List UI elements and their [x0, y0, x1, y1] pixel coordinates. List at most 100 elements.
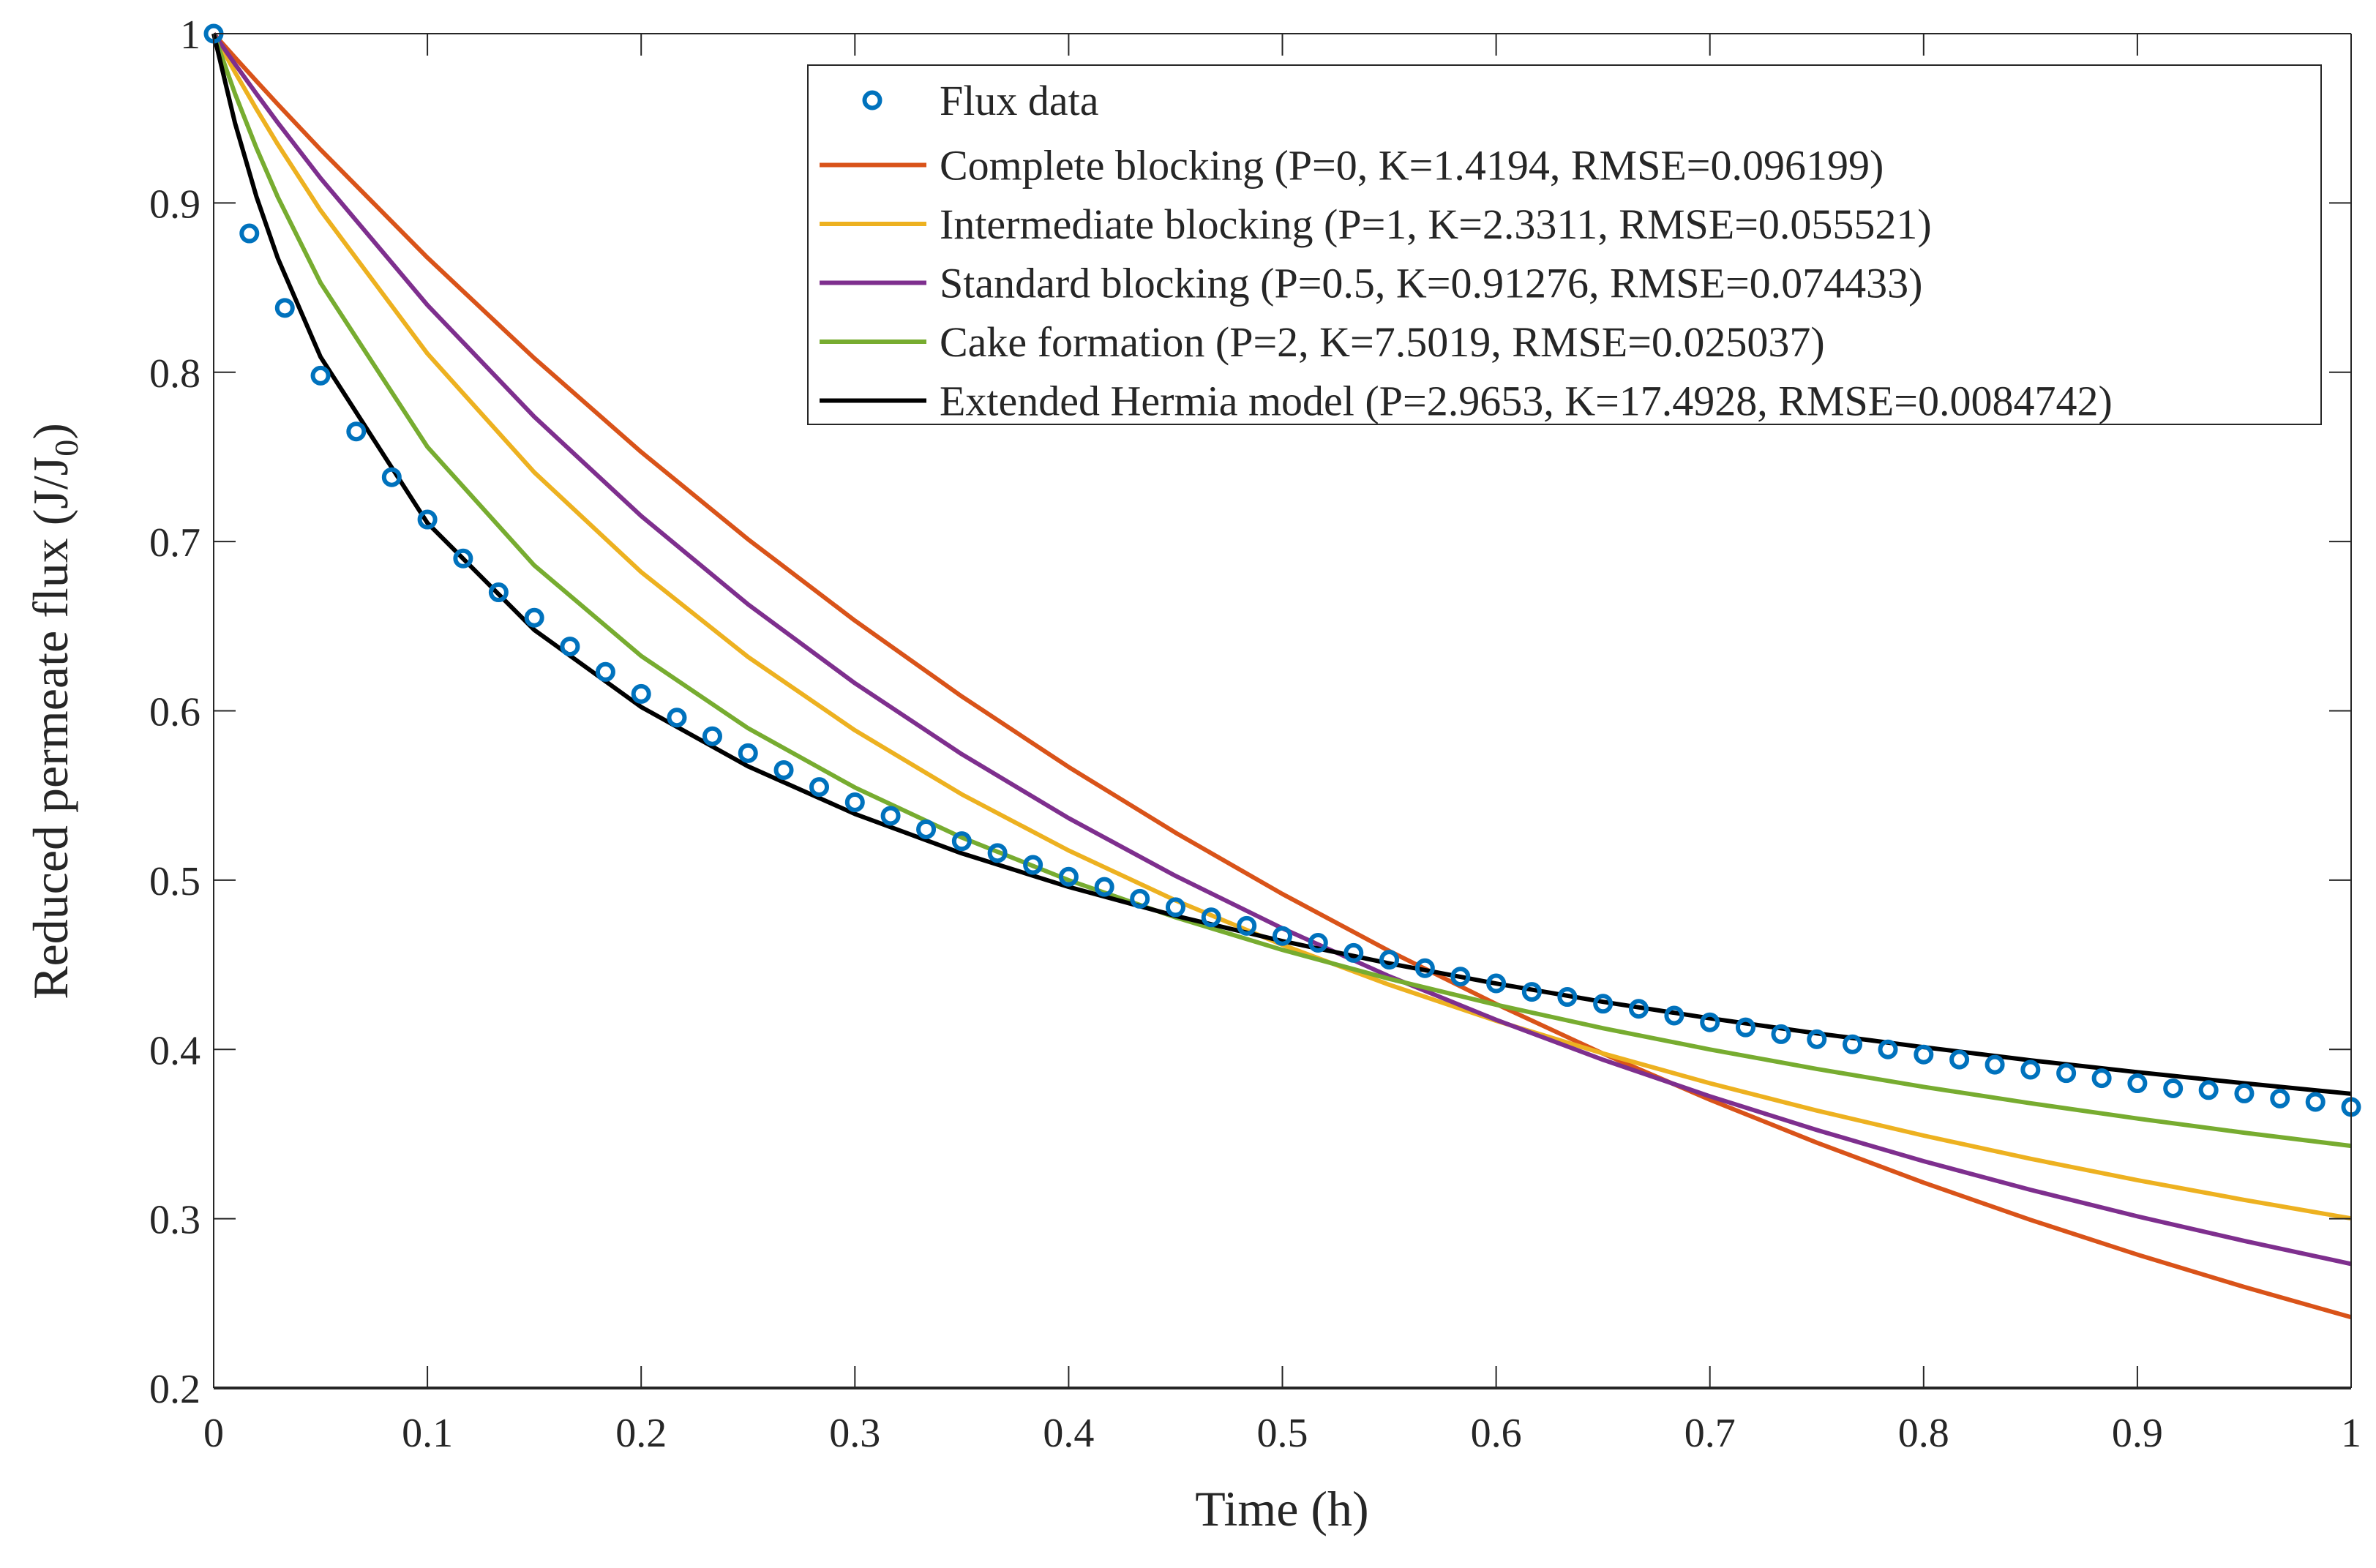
data-point: [702, 726, 722, 746]
legend-marker-flux-data: [862, 90, 882, 110]
y-tick-label: 0.6: [149, 690, 201, 735]
y-tick-label: 1: [180, 12, 201, 58]
data-point: [1450, 967, 1471, 987]
data-point: [381, 467, 402, 487]
data-point: [274, 298, 295, 318]
data-point: [1165, 897, 1185, 918]
series-layer: [203, 23, 2361, 1320]
data-point: [524, 607, 544, 628]
legend-label: Complete blocking (P=0, K=1.4194, RMSE=0…: [940, 142, 1884, 190]
data-point: [1593, 994, 1614, 1014]
data-point: [1843, 1034, 1863, 1054]
x-tick-label: 0.9: [2112, 1411, 2163, 1456]
data-point: [1343, 942, 1364, 963]
data-point: [1237, 915, 1257, 936]
data-point: [1664, 1005, 1684, 1026]
data-point: [1379, 950, 1400, 970]
x-tick-label: 0.7: [1684, 1411, 1736, 1456]
x-tick-label: 1: [2341, 1411, 2361, 1456]
data-point: [2127, 1073, 2148, 1094]
data-point: [667, 708, 687, 728]
data-point: [880, 806, 901, 826]
x-tick-label: 0.5: [1257, 1411, 1308, 1456]
data-point: [1486, 973, 1507, 994]
y-axis-label-suffix: ): [23, 423, 78, 440]
data-point: [1771, 1024, 1791, 1044]
series-line-2: [211, 32, 2352, 1267]
data-point: [2020, 1059, 2041, 1080]
data-point: [239, 223, 260, 244]
data-point: [417, 509, 438, 530]
y-tick-label: 0.2: [149, 1367, 201, 1412]
data-point: [1878, 1039, 1898, 1059]
data-point: [346, 421, 367, 442]
data-point: [1273, 926, 1292, 946]
data-point: [2163, 1078, 2184, 1098]
data-point: [2305, 1092, 2326, 1112]
x-tick-label: 0.2: [615, 1411, 667, 1456]
data-point: [916, 819, 937, 839]
data-point: [1735, 1017, 1755, 1038]
legend-label: Intermediate blocking (P=1, K=2.3311, RM…: [940, 200, 1932, 248]
data-point: [844, 792, 865, 812]
data-point: [1308, 932, 1328, 953]
series-line-1: [211, 32, 2352, 1221]
x-tick-label: 0.8: [1898, 1411, 1949, 1456]
data-point: [738, 743, 758, 763]
x-tick-label: 0.3: [829, 1411, 880, 1456]
data-point: [1985, 1054, 2005, 1075]
legend: Flux data Complete blocking (P=0, K=1.419…: [807, 64, 2322, 425]
data-point: [1094, 877, 1114, 897]
legend-label: Extended Hermia model (P=2.9653, K=17.49…: [940, 378, 2113, 425]
data-point: [2091, 1068, 2112, 1089]
legend-label: Standard blocking (P=0.5, K=0.91276, RMS…: [940, 260, 1923, 307]
x-tick-label: 0: [203, 1411, 224, 1456]
data-point: [595, 661, 615, 682]
data-point: [773, 759, 794, 780]
y-axis-label-main: Reduced permeate flux (J/J: [23, 457, 78, 999]
y-axis-label-subscript: 0: [48, 440, 85, 457]
data-point: [560, 637, 580, 657]
data-point: [1130, 888, 1150, 909]
data-point: [1023, 855, 1043, 875]
data-point: [951, 831, 972, 852]
data-point: [453, 548, 473, 569]
data-point: [631, 683, 651, 704]
data-point: [1628, 999, 1649, 1019]
x-axis-label: Time (h): [1195, 1481, 1368, 1537]
y-tick-label: 0.5: [149, 859, 201, 904]
x-tick-label: 0.1: [402, 1411, 453, 1456]
data-point: [987, 843, 1008, 863]
data-point: [310, 365, 331, 386]
x-tick-label: 0.6: [1471, 1411, 1522, 1456]
legend-label: Cake formation (P=2, K=7.5019, RMSE=0.02…: [940, 318, 1825, 366]
data-point: [2056, 1063, 2077, 1084]
series-line-4: [211, 33, 2352, 1096]
legend-label: Flux data: [940, 77, 1098, 124]
data-point: [1914, 1044, 1934, 1065]
legend-box: [807, 64, 2322, 425]
y-tick-label: 0.8: [149, 351, 201, 397]
data-point: [1557, 987, 1578, 1008]
axes: 0 0.1 0.2 0.3 0.4 0.5 0.6 0.7 0.8 0.9 1 0.2 0.3 0.4 0.…: [149, 12, 2361, 1456]
data-point: [1414, 958, 1435, 978]
data-point: [1201, 907, 1221, 928]
data-point: [2234, 1083, 2255, 1103]
y-tick-label: 0.4: [149, 1028, 201, 1073]
data-point: [1700, 1012, 1720, 1032]
x-tick-label: 0.4: [1043, 1411, 1094, 1456]
y-tick-label: 0.7: [149, 520, 201, 566]
y-tick-label: 0.9: [149, 181, 201, 227]
data-point: [809, 777, 830, 798]
data-point: [1521, 982, 1542, 1002]
series-line-3: [211, 32, 2352, 1149]
series-line-0: [211, 31, 2352, 1320]
data-point: [1058, 866, 1079, 887]
data-point: [2198, 1080, 2219, 1100]
y-tick-label: 0.3: [149, 1198, 201, 1243]
data-point: [1949, 1049, 1970, 1070]
data-point: [1807, 1029, 1827, 1049]
data-point: [488, 582, 509, 603]
y-axis-label: Reduced permeate flux (J/J0): [23, 423, 85, 999]
